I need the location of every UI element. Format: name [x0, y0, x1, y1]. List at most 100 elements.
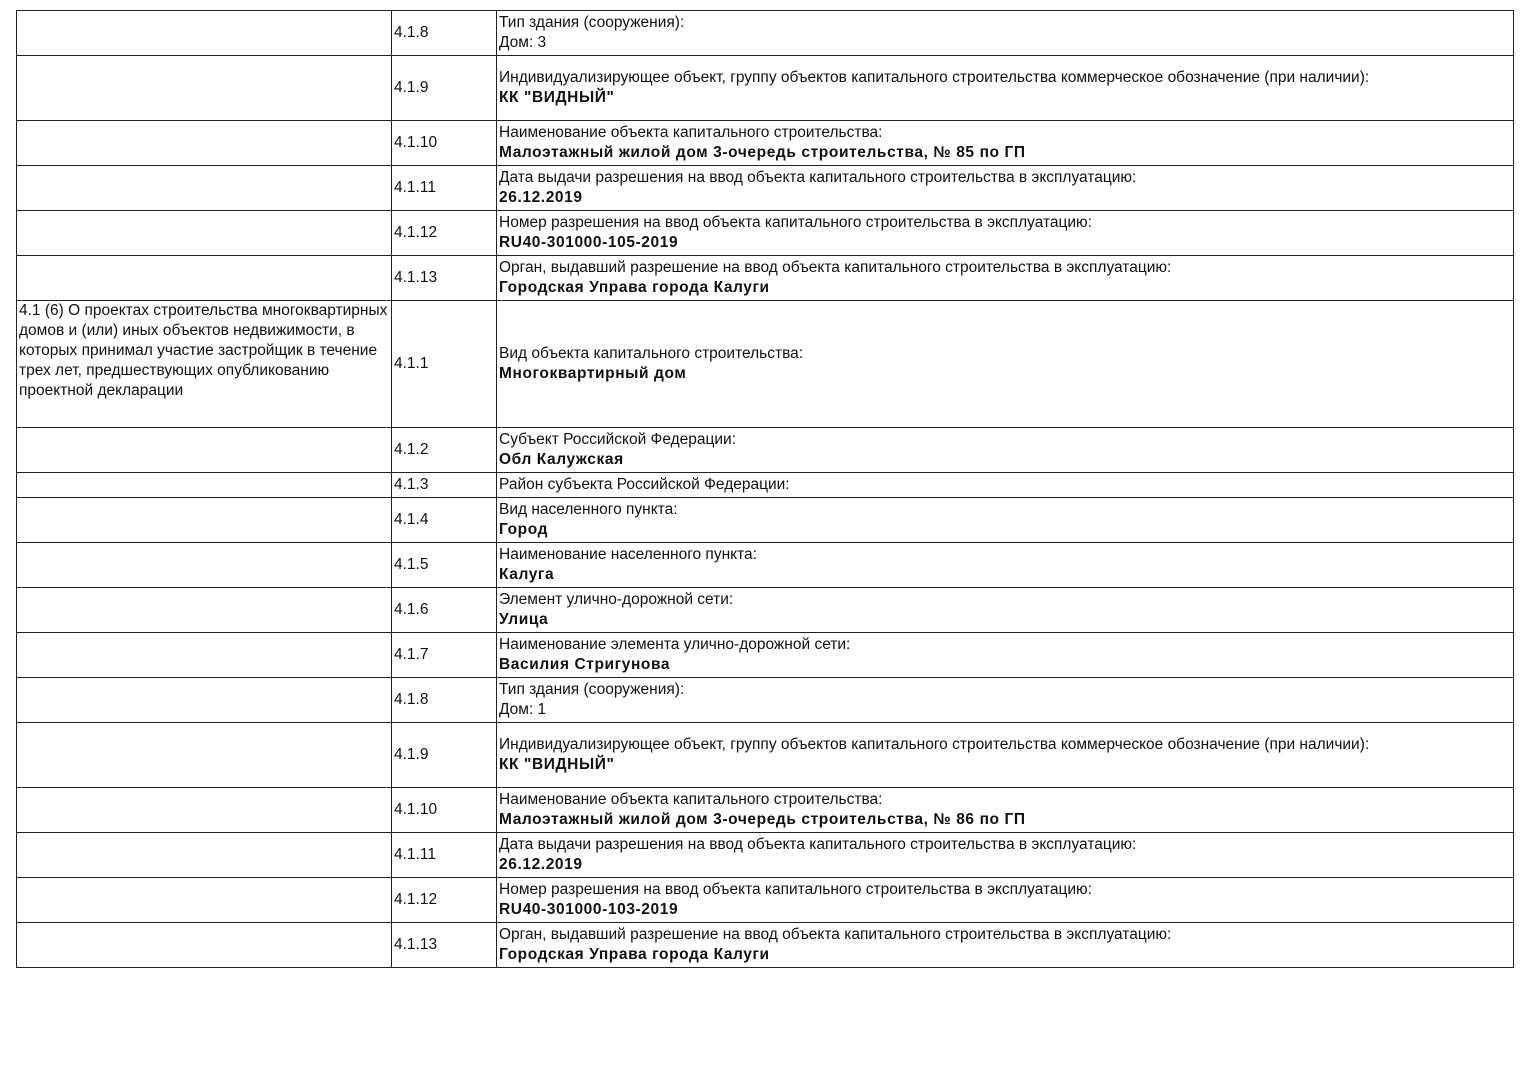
item-label: Дата выдачи разрешения на ввод объекта к… — [499, 836, 1137, 853]
table-row: 4.1.8 Тип здания (сооружения): Дом: 3 — [16, 10, 1514, 56]
item-number: 4.1.11 — [391, 832, 497, 878]
table-row: 4.1.11 Дата выдачи разрешения на ввод объ… — [16, 165, 1514, 211]
item-number: 4.1.13 — [391, 922, 497, 968]
item-cell: Орган, выдавший разрешение на ввод объек… — [496, 922, 1514, 968]
item-value: Малоэтажный жилой дом 3-очередь строител… — [499, 144, 1026, 161]
item-cell: Район субъекта Российской Федерации: — [496, 472, 1514, 498]
item-value: 26.12.2019 — [499, 189, 583, 206]
table-row: 4.1.6 Элемент улично-дорожной сети: Улица — [16, 587, 1514, 633]
item-cell: Дата выдачи разрешения на ввод объекта к… — [496, 832, 1514, 878]
item-cell: Индивидуализирующее объект, группу объек… — [496, 55, 1514, 121]
item-cell: Элемент улично-дорожной сети: Улица — [496, 587, 1514, 633]
item-number: 4.1.8 — [391, 10, 497, 56]
section-cell: 4.1 (6) О проектах строительства многокв… — [16, 300, 392, 428]
section-cell — [16, 55, 392, 121]
item-cell: Вид объекта капитального строительства: М… — [496, 300, 1514, 428]
item-number: 4.1.12 — [391, 210, 497, 256]
item-cell: Субъект Российской Федерации: Обл Калужск… — [496, 427, 1514, 473]
table-row: 4.1.10 Наименование объекта капитального … — [16, 787, 1514, 833]
item-number: 4.1.6 — [391, 587, 497, 633]
item-value: Город — [499, 521, 549, 538]
section-cell — [16, 877, 392, 923]
item-cell: Номер разрешения на ввод объекта капитал… — [496, 877, 1514, 923]
section-cell — [16, 922, 392, 968]
table-row: 4.1.9 Индивидуализирующее объект, группу … — [16, 55, 1514, 121]
table-row: 4.1.3 Район субъекта Российской Федерации… — [16, 472, 1514, 498]
table-row: 4.1 (6) О проектах строительства многокв… — [16, 300, 1514, 428]
item-number: 4.1.1 — [391, 300, 497, 428]
item-label: Район субъекта Российской Федерации: — [499, 476, 790, 493]
item-value: Городская Управа города Калуги — [499, 279, 770, 296]
item-number: 4.1.13 — [391, 255, 497, 301]
table-row: 4.1.4 Вид населенного пункта: Город — [16, 497, 1514, 543]
item-value: Улица — [499, 611, 549, 628]
item-cell: Наименование объекта капитального строит… — [496, 787, 1514, 833]
table-row: 4.1.5 Наименование населенного пункта: Кал… — [16, 542, 1514, 588]
item-value: Обл Калужская — [499, 451, 624, 468]
item-cell: Наименование элемента улично-дорожной се… — [496, 632, 1514, 678]
item-label: Тип здания (сооружения): — [499, 681, 685, 698]
item-number: 4.1.10 — [391, 120, 497, 166]
item-number: 4.1.12 — [391, 877, 497, 923]
item-label: Индивидуализирующее объект, группу объек… — [499, 69, 1370, 86]
item-number: 4.1.9 — [391, 55, 497, 121]
item-value: Многоквартирный дом — [499, 365, 687, 382]
item-value: Калуга — [499, 566, 555, 583]
item-label: Номер разрешения на ввод объекта капитал… — [499, 881, 1092, 898]
table-row: 4.1.7 Наименование элемента улично-дорожн… — [16, 632, 1514, 678]
item-value: Малоэтажный жилой дом 3-очередь строител… — [499, 811, 1026, 828]
section-cell — [16, 472, 392, 498]
table-row: 4.1.13 Орган, выдавший разрешение на ввод… — [16, 922, 1514, 968]
declaration-table: 4.1.8 Тип здания (сооружения): Дом: 3 4.1.9… — [16, 10, 1514, 968]
item-label: Орган, выдавший разрешение на ввод объек… — [499, 926, 1172, 943]
section-cell — [16, 427, 392, 473]
section-cell — [16, 120, 392, 166]
section-cell — [16, 587, 392, 633]
item-cell: Тип здания (сооружения): Дом: 1 — [496, 677, 1514, 723]
section-cell — [16, 632, 392, 678]
table-row: 4.1.10 Наименование объекта капитального … — [16, 120, 1514, 166]
item-label: Вид населенного пункта: — [499, 501, 678, 518]
section-cell — [16, 165, 392, 211]
table-row: 4.1.2 Субъект Российской Федерации: Обл Ка… — [16, 427, 1514, 473]
item-value: Василия Стригунова — [499, 656, 671, 673]
item-cell: Вид населенного пункта: Город — [496, 497, 1514, 543]
item-number: 4.1.9 — [391, 722, 497, 788]
item-label: Номер разрешения на ввод объекта капитал… — [499, 214, 1092, 231]
section-cell — [16, 722, 392, 788]
item-number: 4.1.8 — [391, 677, 497, 723]
item-label: Орган, выдавший разрешение на ввод объек… — [499, 259, 1172, 276]
item-label: Элемент улично-дорожной сети: — [499, 591, 734, 608]
table-row: 4.1.9 Индивидуализирующее объект, группу … — [16, 722, 1514, 788]
item-value: Городская Управа города Калуги — [499, 946, 770, 963]
section-cell — [16, 497, 392, 543]
item-label: Наименование объекта капитального строит… — [499, 124, 883, 141]
item-value: КК "ВИДНЫЙ" — [499, 756, 615, 773]
item-number: 4.1.7 — [391, 632, 497, 678]
item-value: КК "ВИДНЫЙ" — [499, 89, 615, 106]
section-cell — [16, 787, 392, 833]
item-cell: Номер разрешения на ввод объекта капитал… — [496, 210, 1514, 256]
section-cell — [16, 832, 392, 878]
item-label: Субъект Российской Федерации: — [499, 431, 737, 448]
table-row: 4.1.8 Тип здания (сооружения): Дом: 1 — [16, 677, 1514, 723]
item-cell: Наименование населенного пункта: Калуга — [496, 542, 1514, 588]
table-row: 4.1.12 Номер разрешения на ввод объекта к… — [16, 877, 1514, 923]
item-number: 4.1.3 — [391, 472, 497, 498]
item-cell: Наименование объекта капитального строит… — [496, 120, 1514, 166]
item-value: 26.12.2019 — [499, 856, 583, 873]
item-number: 4.1.4 — [391, 497, 497, 543]
section-cell — [16, 677, 392, 723]
item-value: Дом: 1 — [499, 701, 547, 718]
item-number: 4.1.11 — [391, 165, 497, 211]
item-cell: Тип здания (сооружения): Дом: 3 — [496, 10, 1514, 56]
table-row: 4.1.11 Дата выдачи разрешения на ввод объ… — [16, 832, 1514, 878]
item-number: 4.1.2 — [391, 427, 497, 473]
item-cell: Индивидуализирующее объект, группу объек… — [496, 722, 1514, 788]
item-label: Наименование объекта капитального строит… — [499, 791, 883, 808]
item-value: Дом: 3 — [499, 34, 547, 51]
section-cell — [16, 542, 392, 588]
item-value: RU40-301000-103-2019 — [499, 901, 679, 918]
table-row: 4.1.12 Номер разрешения на ввод объекта к… — [16, 210, 1514, 256]
item-label: Дата выдачи разрешения на ввод объекта к… — [499, 169, 1137, 186]
